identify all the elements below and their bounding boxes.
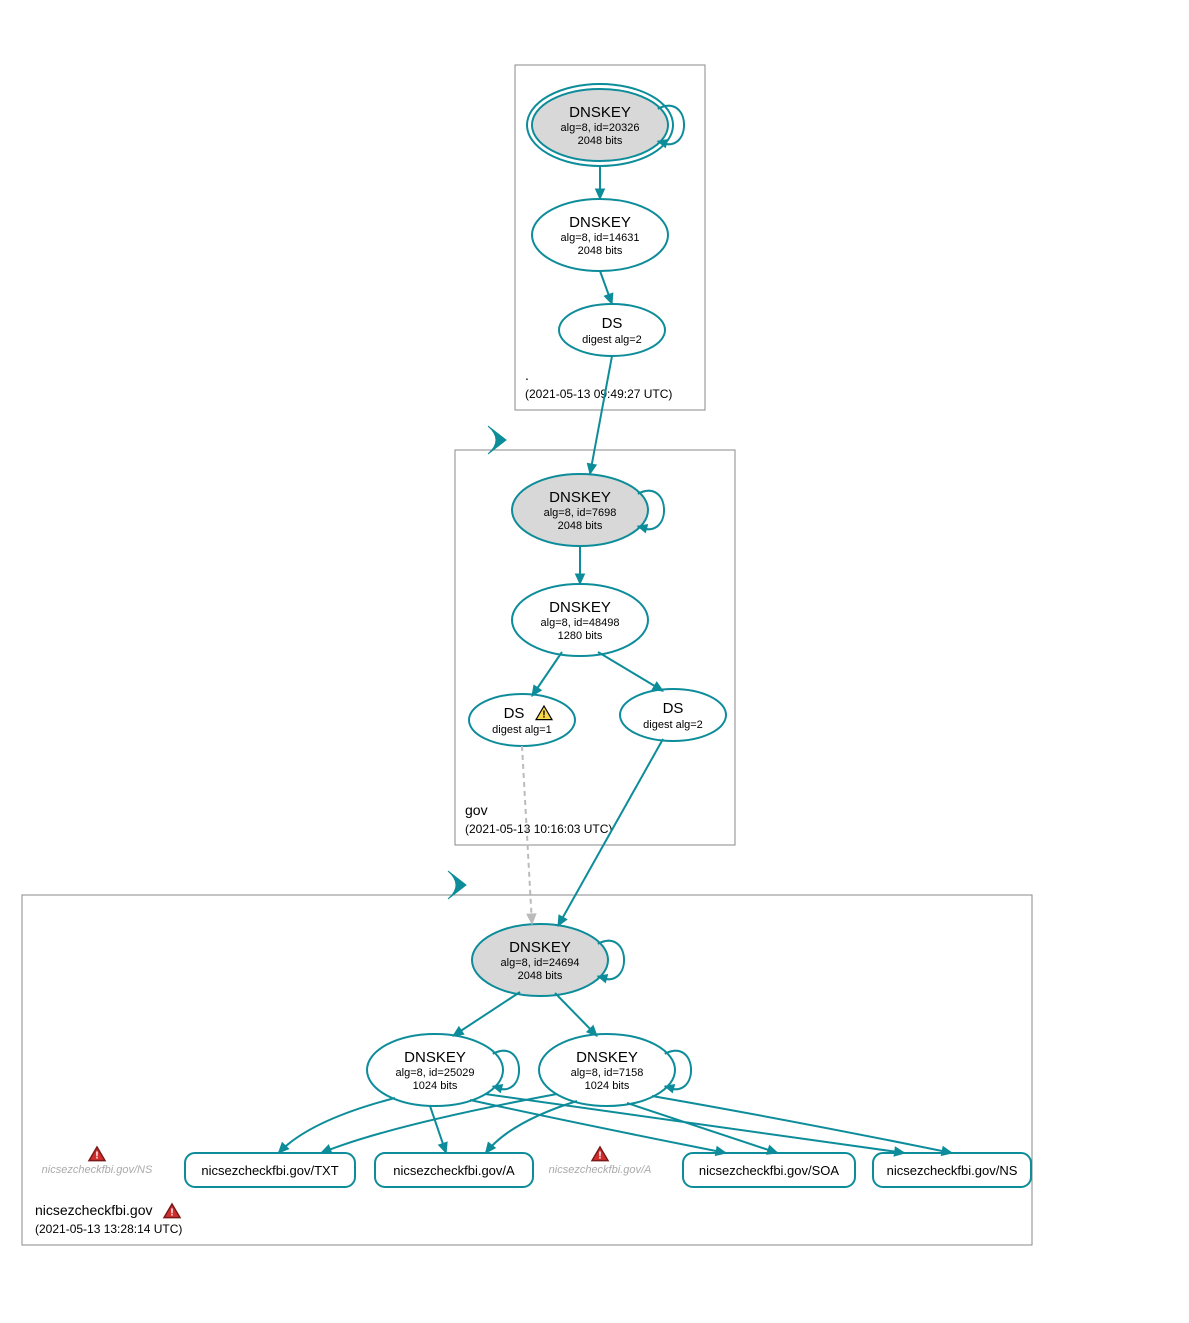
node-rootKsk-l2: alg=8, id=20326 <box>561 122 640 134</box>
ghost-g1: nicsezcheckfbi.gov/NS <box>42 1164 153 1176</box>
node-rootDs-title: DS <box>602 315 623 332</box>
zone-ts-gov: (2021-05-13 10:16:03 UTC) <box>465 822 612 836</box>
zone-label-leaf: nicsezcheckfbi.gov <box>35 1202 153 1218</box>
node-govDs2-l2: digest alg=2 <box>643 719 703 731</box>
node-leafZ2-title: DNSKEY <box>576 1049 638 1066</box>
node-leafZ2-l3: 1024 bits <box>585 1080 630 1092</box>
node-rootZsk-l3: 2048 bits <box>578 245 623 257</box>
dnssec-diagram: . (2021-05-13 09:49:27 UTC) gov (2021-05-13… <box>10 10 1189 1313</box>
node-leafKsk-l3: 2048 bits <box>518 970 563 982</box>
node-govKsk-title: DNSKEY <box>549 489 611 506</box>
node-govKsk-l3: 2048 bits <box>558 520 603 532</box>
node-govZsk-l2: alg=8, id=48498 <box>541 617 620 629</box>
node-leafZ1-l2: alg=8, id=25029 <box>396 1067 475 1079</box>
svg-text:!: ! <box>95 1151 98 1162</box>
rr-a-label: nicsezcheckfbi.gov/A <box>393 1163 515 1178</box>
zone-label-root: . <box>525 367 529 383</box>
zone-label-gov: gov <box>465 802 488 818</box>
rr-soa-label: nicsezcheckfbi.gov/SOA <box>699 1163 840 1178</box>
svg-text:!: ! <box>598 1151 601 1162</box>
ghost-g2: nicsezcheckfbi.gov/A <box>549 1164 652 1176</box>
node-leafZ2-l2: alg=8, id=7158 <box>571 1067 644 1079</box>
node-rootDs-l2: digest alg=2 <box>582 334 642 346</box>
node-govDs2-title: DS <box>663 700 684 717</box>
node-leafKsk-l2: alg=8, id=24694 <box>501 957 580 969</box>
node-govDs1-l2: digest alg=1 <box>492 724 552 736</box>
node-govZsk-l3: 1280 bits <box>558 630 603 642</box>
node-govZsk-title: DNSKEY <box>549 599 611 616</box>
node-rootKsk-l3: 2048 bits <box>578 135 623 147</box>
zone-ts-leaf: (2021-05-13 13:28:14 UTC) <box>35 1222 182 1236</box>
rr-ns-label: nicsezcheckfbi.gov/NS <box>887 1163 1018 1178</box>
svg-text:!: ! <box>542 710 545 721</box>
node-rootZsk-l2: alg=8, id=14631 <box>561 232 640 244</box>
zone-ts-root: (2021-05-13 09:49:27 UTC) <box>525 387 672 401</box>
node-rootKsk-title: DNSKEY <box>569 104 631 121</box>
node-leafZ1-l3: 1024 bits <box>413 1080 458 1092</box>
rr-txt-label: nicsezcheckfbi.gov/TXT <box>201 1163 338 1178</box>
node-rootZsk-title: DNSKEY <box>569 214 631 231</box>
node-leafKsk-title: DNSKEY <box>509 939 571 956</box>
svg-text:!: ! <box>170 1208 173 1219</box>
node-leafZ1-title: DNSKEY <box>404 1049 466 1066</box>
node-govKsk-l2: alg=8, id=7698 <box>544 507 617 519</box>
node-govDs1-title: DS <box>504 705 525 722</box>
